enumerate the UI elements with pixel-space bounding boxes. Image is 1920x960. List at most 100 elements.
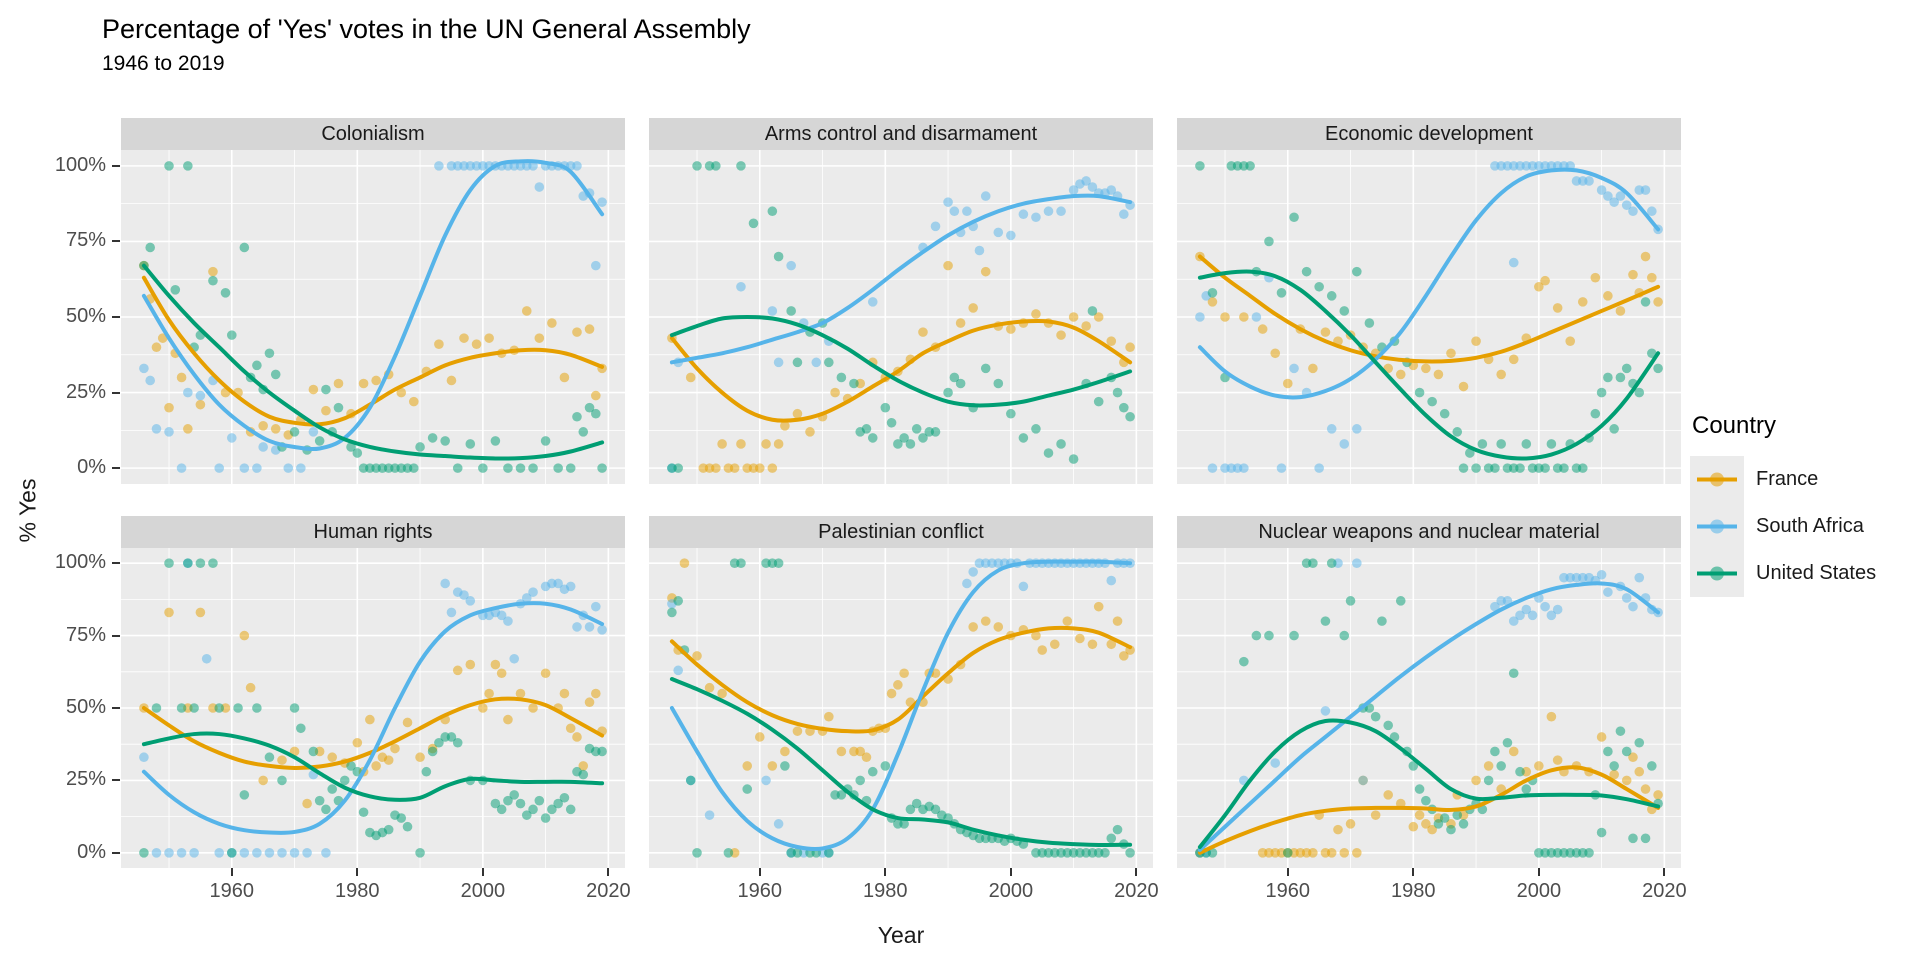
data-point-united-states — [980, 363, 991, 374]
x-tick-label: 2000 — [988, 880, 1034, 902]
data-point-united-states — [1433, 819, 1444, 829]
data-point-france — [503, 714, 513, 725]
data-point-france — [302, 798, 312, 809]
data-point-south-africa — [974, 245, 985, 256]
data-point-united-states — [1289, 212, 1299, 223]
data-point-france — [893, 680, 903, 690]
y-tick-label: 75% — [65, 229, 106, 252]
data-point-united-states — [440, 436, 450, 446]
data-point-south-africa — [1640, 185, 1651, 195]
data-point-south-africa — [1508, 257, 1519, 268]
data-point-united-states — [427, 433, 438, 443]
data-point-united-states — [509, 790, 520, 800]
data-point-france — [559, 688, 570, 699]
data-point-france — [899, 668, 909, 679]
data-point-united-states — [780, 761, 790, 771]
data-point-south-africa — [1326, 424, 1337, 434]
data-point-south-africa — [139, 752, 149, 763]
data-point-france — [572, 327, 582, 337]
y-tick-label: 100% — [54, 551, 106, 574]
data-point-united-states — [692, 161, 702, 171]
data-point-france — [1006, 324, 1016, 334]
data-point-united-states — [1125, 847, 1135, 858]
data-point-france — [1087, 639, 1098, 650]
facet-strip: Human rights — [121, 516, 625, 548]
data-point-france — [968, 303, 978, 313]
data-point-united-states — [415, 442, 425, 452]
data-point-france — [1031, 630, 1041, 641]
data-point-united-states — [1615, 726, 1626, 736]
data-point-france — [534, 333, 545, 343]
data-point-france — [754, 732, 765, 742]
data-point-united-states — [1615, 372, 1626, 383]
data-point-south-africa — [553, 578, 563, 589]
data-point-united-states — [226, 330, 237, 340]
y-tick-mark — [112, 467, 120, 470]
data-point-south-africa — [434, 161, 444, 171]
y-tick-label: 100% — [54, 153, 106, 176]
data-point-france — [1590, 272, 1601, 283]
data-point-south-africa — [302, 847, 312, 858]
data-point-south-africa — [1596, 185, 1607, 195]
data-point-south-africa — [503, 616, 513, 626]
data-point-france — [1577, 297, 1588, 307]
data-point-united-states — [1653, 363, 1663, 374]
y-tick-label: 75% — [65, 623, 106, 646]
data-point-france — [1552, 755, 1563, 765]
data-point-united-states — [220, 288, 231, 298]
smooth-line-united-states — [669, 677, 1133, 847]
data-point-south-africa — [321, 847, 331, 858]
facet-strip: Arms control and disarmament — [649, 118, 1153, 150]
data-point-south-africa — [1352, 424, 1362, 434]
data-point-france — [1540, 275, 1550, 286]
data-point-united-states — [692, 847, 702, 858]
data-point-united-states — [427, 746, 438, 757]
data-point-united-states — [1515, 463, 1525, 473]
data-point-france — [258, 421, 268, 431]
data-point-south-africa — [440, 578, 450, 589]
x-tick-label: 1960 — [1265, 880, 1311, 902]
data-point-united-states — [189, 703, 199, 713]
data-point-france — [591, 688, 601, 699]
data-point-south-africa — [811, 357, 822, 368]
data-point-france — [1603, 291, 1613, 301]
data-point-united-states — [685, 775, 696, 786]
data-point-south-africa — [773, 819, 784, 829]
data-point-united-states — [1314, 281, 1324, 292]
data-point-united-states — [1308, 558, 1318, 569]
data-point-france — [1471, 336, 1481, 346]
data-point-united-states — [1339, 630, 1350, 641]
y-tick-label: 0% — [77, 456, 106, 479]
data-point-france — [434, 339, 444, 350]
facet-strip: Nuclear weapons and nuclear material — [1177, 516, 1681, 548]
data-point-united-states — [880, 761, 891, 771]
x-tick-mark — [884, 868, 887, 876]
data-point-united-states — [452, 463, 463, 473]
data-point-south-africa — [943, 197, 953, 207]
data-point-united-states — [339, 775, 350, 786]
data-point-france — [1483, 761, 1494, 771]
data-point-france — [484, 688, 494, 699]
y-tick-label: 25% — [65, 380, 106, 403]
data-point-united-states — [1515, 766, 1525, 777]
data-point-united-states — [333, 402, 344, 413]
facet-strip: Palestinian conflict — [649, 516, 1153, 548]
data-point-south-africa — [968, 567, 978, 577]
y-tick-mark — [112, 562, 120, 565]
x-tick-label: 2020 — [1642, 880, 1687, 902]
data-point-united-states — [1043, 448, 1054, 458]
data-point-united-states — [1414, 387, 1425, 398]
data-point-france — [1546, 711, 1557, 722]
data-point-france — [1075, 633, 1085, 644]
data-point-france — [164, 607, 174, 618]
data-point-united-states — [867, 433, 878, 443]
x-tick-label: 1960 — [209, 880, 255, 902]
y-axis-title: % Yes — [14, 478, 41, 543]
data-point-united-states — [591, 408, 601, 419]
data-point-united-states — [183, 161, 193, 171]
data-point-united-states — [849, 378, 859, 389]
legend-entry-label: United States — [1756, 562, 1877, 584]
data-point-united-states — [415, 847, 425, 858]
x-tick-mark — [607, 868, 610, 876]
y-tick-mark — [112, 707, 120, 709]
